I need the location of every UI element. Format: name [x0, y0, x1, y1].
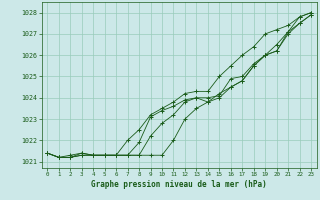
X-axis label: Graphe pression niveau de la mer (hPa): Graphe pression niveau de la mer (hPa) [91, 180, 267, 189]
